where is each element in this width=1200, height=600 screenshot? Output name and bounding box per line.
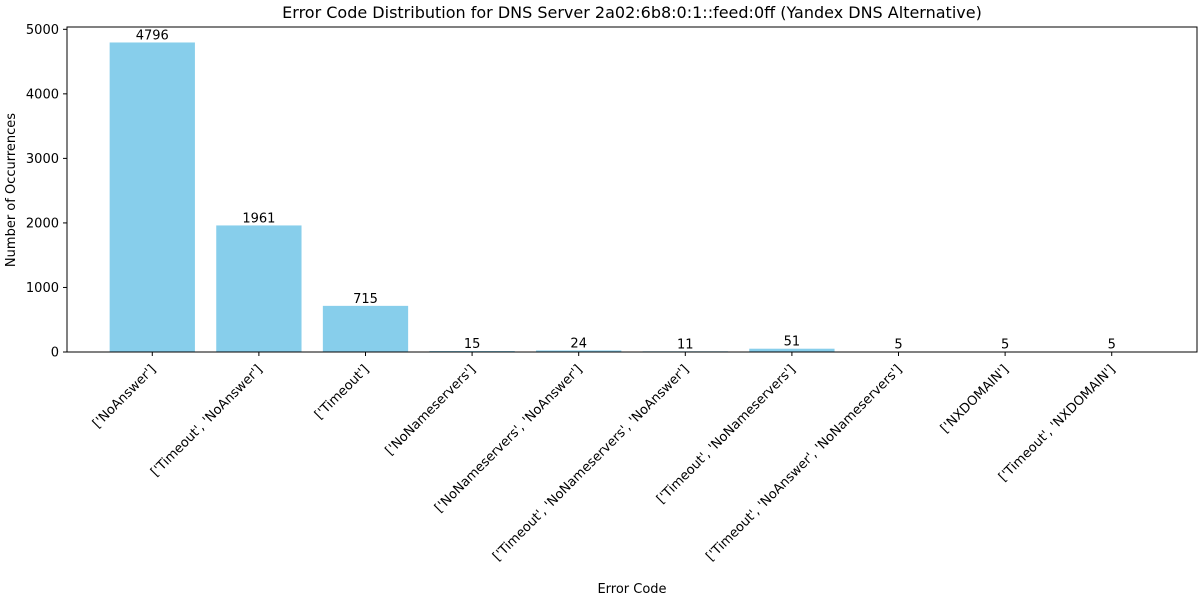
bar xyxy=(749,348,835,352)
x-tick-label: ['NoAnswer'] xyxy=(90,362,159,431)
bar-value-label: 51 xyxy=(784,335,801,350)
y-tick-label: 0 xyxy=(51,346,59,361)
bar-value-label: 11 xyxy=(677,337,694,352)
bar-value-label: 5 xyxy=(894,338,902,353)
bar-value-label: 4796 xyxy=(136,28,169,43)
bar xyxy=(109,42,195,352)
y-tick-label: 5000 xyxy=(26,23,59,38)
x-axis-ticks: ['NoAnswer']['Timeout', 'NoAnswer'] ['Tim… xyxy=(90,352,1119,564)
chart-title: Error Code Distribution for DNS Server 2… xyxy=(282,3,982,22)
bar-value-label: 5 xyxy=(1001,338,1009,353)
y-axis-ticks: 0 1000 2000 3000 4000 5000 xyxy=(26,23,67,361)
x-tick-label: ['Timeout', 'NoAnswer'] xyxy=(148,362,266,480)
bar-value-label: 1961 xyxy=(242,211,275,226)
x-tick-label: ['Timeout'] xyxy=(312,362,372,422)
bar-value-label: 5 xyxy=(1108,338,1116,353)
bar-value-label: 15 xyxy=(464,337,481,352)
x-tick-label: ['Timeout', 'NoAnswer', 'NoNameservers'] xyxy=(703,362,905,564)
bar xyxy=(216,225,302,352)
bar-value-label: 715 xyxy=(353,292,378,307)
bar xyxy=(322,305,409,352)
y-tick-label: 2000 xyxy=(26,216,59,231)
y-tick-label: 4000 xyxy=(26,87,59,102)
y-tick-label: 3000 xyxy=(26,152,59,167)
bar-value-label: 24 xyxy=(570,336,587,351)
bar-labels-group: 4796 1961 715 15 24 11 51 5 5 5 xyxy=(136,28,1116,352)
y-axis-label: Number of Occurrences xyxy=(4,113,19,267)
x-tick-label: ['Timeout', 'NXDOMAIN'] xyxy=(996,362,1119,485)
plot-frame xyxy=(66,26,1198,353)
bars-group xyxy=(109,42,1155,352)
x-axis-label: Error Code xyxy=(597,582,666,597)
x-tick-label: ['NXDOMAIN'] xyxy=(938,362,1012,436)
bar xyxy=(536,350,622,352)
y-tick-label: 1000 xyxy=(26,281,59,296)
x-tick-label: ['NoNameservers'] xyxy=(383,362,479,458)
x-tick-label: ['Timeout', 'NoNameservers', 'NoAnswer'] xyxy=(490,362,692,564)
